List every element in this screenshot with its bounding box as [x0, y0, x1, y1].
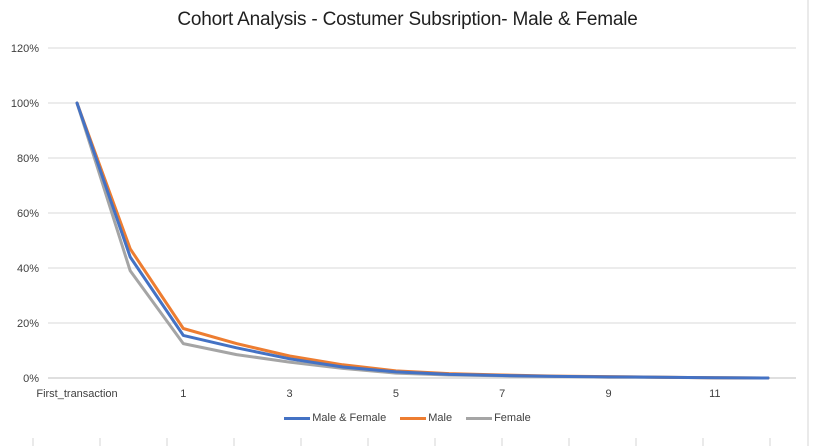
legend-label-female: Female: [494, 412, 531, 424]
legend: Male & Female Male Female: [0, 412, 815, 424]
y-tick-label: 120%: [11, 43, 39, 55]
y-axis-tick-labels: 0% 20% 40% 60% 80% 100% 120%: [11, 43, 39, 385]
legend-item-female: Female: [466, 412, 531, 424]
y-tick-label: 100%: [11, 98, 39, 110]
y-tick-label: 20%: [17, 318, 39, 330]
legend-item-male-female: Male & Female: [284, 412, 386, 424]
y-tick-label: 60%: [17, 208, 39, 220]
chart-title: Cohort Analysis - Costumer Subsription- …: [177, 9, 638, 30]
x-tick-label: 1: [180, 388, 186, 400]
series-lines: [75, 101, 770, 380]
x-tick-label: 7: [499, 388, 505, 400]
legend-item-male: Male: [400, 412, 452, 424]
legend-swatch-female: [466, 416, 493, 420]
y-tick-label: 0%: [23, 373, 39, 385]
x-tick-label: 11: [709, 388, 720, 400]
series-line-male: [75, 101, 770, 380]
series-line-female: [75, 101, 770, 380]
legend-swatch-male-female: [284, 416, 311, 420]
legend-label-male: Male: [428, 412, 453, 424]
series-line-male-female: [75, 101, 770, 380]
y-gridlines: [48, 47, 796, 379]
x-tick-label: 3: [287, 388, 293, 400]
legend-swatch-male: [400, 416, 427, 420]
y-tick-label: 40%: [17, 263, 39, 275]
x-axis-tick-labels: First_transaction 1 3 5 7 9 11: [36, 388, 720, 400]
x-tick-label: First_transaction: [36, 388, 117, 400]
x-tick-label: 9: [605, 388, 611, 400]
x-tick-label: 5: [393, 388, 399, 400]
legend-label-male-female: Male & Female: [312, 412, 387, 424]
y-tick-label: 80%: [17, 153, 39, 165]
